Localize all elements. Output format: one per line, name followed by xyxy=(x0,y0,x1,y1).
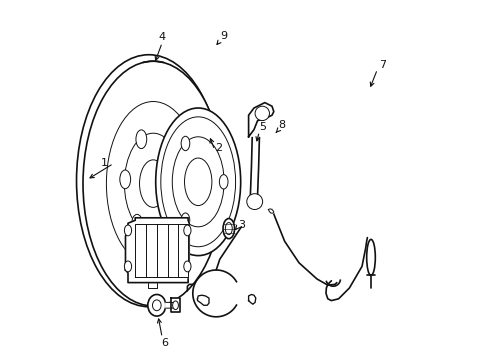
Ellipse shape xyxy=(255,106,270,121)
Ellipse shape xyxy=(172,137,224,227)
Ellipse shape xyxy=(156,108,241,256)
Ellipse shape xyxy=(184,225,191,236)
Polygon shape xyxy=(248,294,256,304)
Ellipse shape xyxy=(83,61,223,306)
Ellipse shape xyxy=(181,136,190,150)
Ellipse shape xyxy=(132,214,143,233)
Polygon shape xyxy=(166,302,174,308)
Ellipse shape xyxy=(136,130,147,149)
Text: 7: 7 xyxy=(379,60,386,70)
Ellipse shape xyxy=(76,55,221,307)
Polygon shape xyxy=(269,209,274,213)
Polygon shape xyxy=(248,103,274,137)
Text: 3: 3 xyxy=(239,220,245,230)
Ellipse shape xyxy=(220,175,228,189)
Ellipse shape xyxy=(185,158,212,206)
Ellipse shape xyxy=(124,133,182,234)
Text: 6: 6 xyxy=(162,338,169,348)
Text: 5: 5 xyxy=(259,122,266,132)
Text: 1: 1 xyxy=(100,158,107,168)
Ellipse shape xyxy=(172,301,178,310)
Ellipse shape xyxy=(367,239,375,275)
Ellipse shape xyxy=(124,225,132,236)
Ellipse shape xyxy=(140,160,167,207)
Ellipse shape xyxy=(184,261,191,272)
Ellipse shape xyxy=(225,222,232,235)
Ellipse shape xyxy=(120,170,131,189)
Text: 2: 2 xyxy=(216,143,222,153)
Ellipse shape xyxy=(161,117,236,247)
Ellipse shape xyxy=(164,134,175,153)
Polygon shape xyxy=(171,298,180,312)
Text: 9: 9 xyxy=(220,31,228,41)
Polygon shape xyxy=(125,218,189,283)
Polygon shape xyxy=(197,295,209,305)
Polygon shape xyxy=(135,224,188,277)
Ellipse shape xyxy=(152,300,161,311)
Ellipse shape xyxy=(148,294,166,316)
Ellipse shape xyxy=(106,102,200,266)
Ellipse shape xyxy=(181,213,190,228)
Ellipse shape xyxy=(223,219,235,239)
Ellipse shape xyxy=(124,261,132,272)
Ellipse shape xyxy=(247,194,263,210)
Text: 8: 8 xyxy=(278,120,286,130)
Ellipse shape xyxy=(160,219,171,237)
Text: 4: 4 xyxy=(159,32,166,42)
